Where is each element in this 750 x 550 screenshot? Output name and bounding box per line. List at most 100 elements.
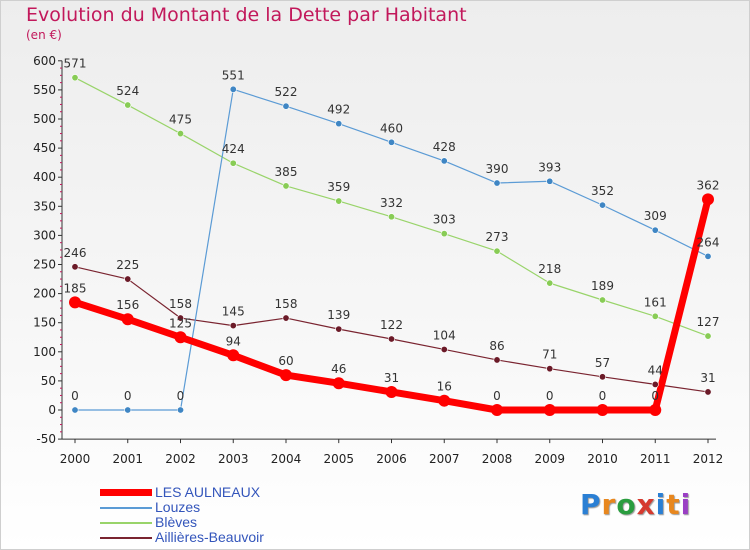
x-tick-label: 2009 <box>534 452 565 466</box>
x-tick-label: 2012 <box>693 452 724 466</box>
x-tick-label: 2002 <box>165 452 196 466</box>
data-label: 362 <box>697 178 720 192</box>
data-point <box>387 138 395 146</box>
data-label: 273 <box>486 230 509 244</box>
data-point <box>546 177 554 185</box>
data-label: 127 <box>697 315 720 329</box>
data-label: 352 <box>591 184 614 198</box>
y-tick-label: 500 <box>33 112 56 126</box>
data-point <box>596 404 609 416</box>
x-tick-label: 2010 <box>587 452 618 466</box>
legend-item: Louzes <box>100 499 264 515</box>
y-tick-label: 600 <box>33 54 56 68</box>
data-label: 524 <box>116 84 139 98</box>
data-label: 359 <box>327 180 350 194</box>
data-point <box>440 230 448 238</box>
y-tick-label: 0 <box>48 403 56 417</box>
data-label: 122 <box>380 318 403 332</box>
data-point <box>491 404 503 416</box>
data-point <box>282 314 290 322</box>
chart-subtitle: (en €) <box>26 28 62 42</box>
data-label: 303 <box>433 213 456 227</box>
data-label: 86 <box>489 339 504 353</box>
y-tick-label: 150 <box>33 316 56 330</box>
data-point <box>229 322 237 330</box>
y-tick-label: 300 <box>33 228 56 242</box>
data-label: 0 <box>71 389 79 403</box>
data-point <box>332 377 345 390</box>
data-point <box>174 331 187 344</box>
data-point <box>69 296 81 309</box>
data-point <box>598 201 606 209</box>
data-label: 31 <box>384 371 399 385</box>
data-point <box>438 394 451 407</box>
data-point <box>71 74 79 82</box>
data-point <box>387 335 395 343</box>
data-point <box>493 179 501 187</box>
data-label: 158 <box>275 297 298 311</box>
data-point <box>124 406 132 414</box>
data-label: 57 <box>595 356 610 370</box>
data-label: 0 <box>546 389 554 403</box>
data-point <box>546 279 554 287</box>
legend-item: Blèves <box>100 514 264 530</box>
y-tick-label: 450 <box>33 141 56 155</box>
x-tick-label: 2004 <box>271 452 302 466</box>
data-label: 309 <box>644 209 667 223</box>
data-label: 218 <box>538 262 561 276</box>
chart-title: Evolution du Montant de la Dette par Hab… <box>26 4 467 26</box>
data-point <box>71 406 79 414</box>
data-point <box>651 312 659 320</box>
data-label: 0 <box>599 389 607 403</box>
data-label: 0 <box>493 389 501 403</box>
data-label: 125 <box>169 316 192 330</box>
legend-label: LES AULNEAUX <box>155 484 261 500</box>
data-point <box>71 263 79 271</box>
data-point <box>229 159 237 167</box>
data-label: 104 <box>433 328 456 342</box>
data-point <box>704 388 712 396</box>
data-point <box>121 313 134 326</box>
data-point <box>440 157 448 165</box>
y-tick-label: 100 <box>33 345 56 359</box>
data-point <box>177 406 185 414</box>
x-tick-label: 2006 <box>376 452 407 466</box>
legend-swatch <box>100 489 152 496</box>
x-tick-label: 2000 <box>60 452 91 466</box>
y-tick-label: 200 <box>33 287 56 301</box>
data-point <box>546 365 554 373</box>
y-tick-label: 50 <box>41 374 56 388</box>
data-label: 16 <box>437 380 452 394</box>
legend-swatch <box>100 521 152 524</box>
data-label: 161 <box>644 295 667 309</box>
data-label: 475 <box>169 113 192 127</box>
data-point <box>543 404 556 416</box>
data-label: 264 <box>697 235 720 249</box>
data-label: 460 <box>380 121 403 135</box>
data-label: 94 <box>226 334 241 348</box>
data-label: 393 <box>538 160 561 174</box>
data-point <box>177 314 185 322</box>
legend-swatch <box>100 536 152 539</box>
data-label: 332 <box>380 196 403 210</box>
legend-swatch <box>100 506 152 509</box>
legend-label: Blèves <box>155 514 198 530</box>
series-line <box>74 88 709 411</box>
data-point <box>280 369 292 382</box>
data-point <box>227 349 240 362</box>
data-point <box>387 213 395 221</box>
data-point <box>335 325 343 333</box>
x-tick-label: 2011 <box>640 452 671 466</box>
legend-item: LES AULNEAUX <box>100 484 264 500</box>
y-tick-label: -50 <box>36 432 56 446</box>
data-label: 225 <box>116 258 139 272</box>
data-label: 492 <box>327 103 350 117</box>
data-point <box>124 275 132 283</box>
data-point <box>493 247 501 255</box>
x-tick-label: 2008 <box>482 452 513 466</box>
y-tick-label: 400 <box>33 170 56 184</box>
data-label: 0 <box>124 389 132 403</box>
proxiti-logo: Proxiti <box>580 488 692 521</box>
